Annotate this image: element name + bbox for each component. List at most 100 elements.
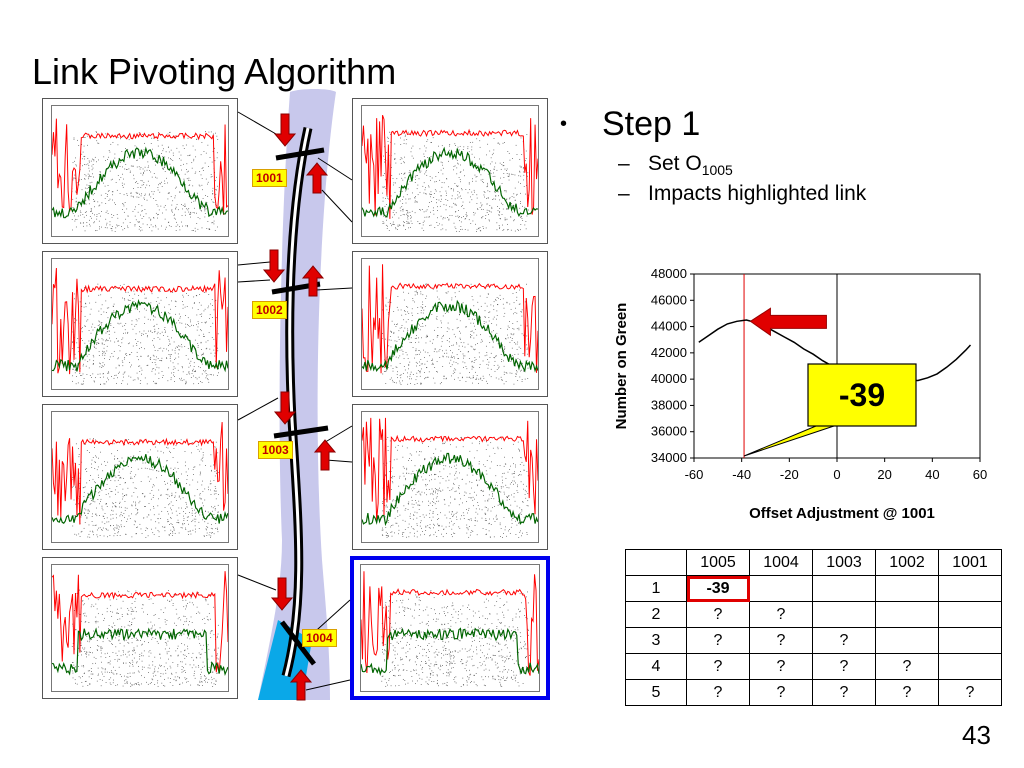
intersection-bar-1002: [271, 281, 321, 295]
table-cell: 5: [625, 679, 687, 706]
sub-bullet-impacts: – Impacts highlighted link: [618, 182, 867, 206]
arrow-up-icon: [301, 265, 325, 297]
y-tick-label: 34000: [651, 450, 687, 465]
bullet-step-text: Step 1: [602, 105, 701, 143]
table-cell: 3: [625, 627, 687, 654]
table-cell: ?: [686, 653, 750, 680]
table-cell: -39: [686, 575, 750, 602]
plot-thumbnail-1002-right: [352, 251, 548, 397]
y-tick-label: 46000: [651, 292, 687, 307]
arrow-down-icon: [262, 249, 286, 283]
callout-box: [807, 363, 917, 427]
plot-graphic: [362, 264, 538, 385]
table-cell: [749, 575, 813, 602]
chart-svg: 34000 36000 38000 40000 42000 44000 46000 48000…: [613, 266, 987, 522]
red-arrows: [262, 113, 337, 701]
table-cell: 2: [625, 601, 687, 628]
x-tick-label: -40: [732, 467, 751, 482]
plot-graphic: [361, 571, 539, 687]
plot-graphic: [52, 267, 228, 385]
table-header-cell: 1003: [812, 549, 876, 576]
table-header-cell: 1002: [875, 549, 939, 576]
road-line-inner: [284, 127, 310, 677]
table-cell: ?: [686, 601, 750, 628]
table-cell: ?: [749, 627, 813, 654]
plot-thumbnail-1003-left: [42, 404, 238, 550]
bullet-step: • Step 1: [560, 105, 866, 144]
table-cell: ?: [812, 653, 876, 680]
plot-thumbnail-1002-left: [42, 251, 238, 397]
table-header-cell: 1001: [938, 549, 1002, 576]
table-row: 2??: [625, 601, 1002, 628]
callout-value: -39: [838, 376, 886, 413]
road-line: [281, 127, 313, 678]
sub-bullet-text: Set O: [648, 152, 702, 175]
callout-lines: [237, 111, 353, 691]
table-cell: [875, 575, 939, 602]
bullet-dot-icon: •: [560, 113, 568, 135]
plot-graphic: [52, 118, 228, 232]
table-header-cell: 1004: [749, 549, 813, 576]
x-tick-label: -20: [780, 467, 799, 482]
slide-title: Link Pivoting Algorithm: [32, 51, 397, 92]
intersection-label-1004: 1004: [302, 629, 337, 647]
table-row: 3???: [625, 627, 1002, 654]
bullet-list: • Step 1 – Set O1005 – Impacts highlighted …: [560, 105, 866, 206]
plot-graphic: [362, 417, 538, 538]
table-cell: [938, 627, 1002, 654]
x-tick-label: -60: [685, 467, 704, 482]
y-tick-label: 44000: [651, 319, 687, 334]
table-cell: ?: [686, 627, 750, 654]
table-cell: 4: [625, 653, 687, 680]
plot-graphic: [52, 422, 228, 538]
y-tick-label: 36000: [651, 424, 687, 439]
table-cell: ?: [875, 679, 939, 706]
intersection-label-1003: 1003: [258, 441, 293, 459]
offset-chart: 34000 36000 38000 40000 42000 44000 46000 48000…: [600, 262, 1000, 532]
plot-thumbnail-1004-left: [42, 557, 238, 699]
sub-bullet-set-offset: – Set O1005: [618, 152, 733, 179]
plot-graphic: [52, 571, 228, 687]
table-cell: [812, 575, 876, 602]
table-cell: ?: [875, 653, 939, 680]
sub-bullet-subscript: 1005: [701, 162, 733, 179]
table-cell: ?: [749, 653, 813, 680]
arrow-down-icon: [273, 391, 297, 425]
plot-thumbnail-1001-left: [42, 98, 238, 244]
y-tick-label: 48000: [651, 266, 687, 281]
table-cell: [938, 575, 1002, 602]
arrow-up-icon: [289, 669, 313, 701]
table-cell: ?: [749, 601, 813, 628]
plot-thumbnail-1004-right-highlighted: [350, 556, 550, 700]
plot-thumbnail-1001-right: [352, 98, 548, 244]
page-number: 43: [962, 720, 991, 750]
table-header-row: 1005 1004 1003 1002 1001: [625, 549, 1002, 576]
arrow-down-icon: [273, 113, 297, 147]
x-tick-label: 60: [973, 467, 987, 482]
table-cell: [812, 601, 876, 628]
intersection-label-1001: 1001: [252, 169, 287, 187]
table-header-cell: 1005: [686, 549, 750, 576]
sub-bullet-text: Impacts highlighted link: [648, 182, 867, 206]
arrow-up-icon: [313, 439, 337, 471]
intersection-bar-1003: [273, 425, 329, 439]
arrow-down-icon: [270, 577, 294, 611]
arrow-up-icon: [305, 162, 329, 194]
table-row: 4????: [625, 653, 1002, 680]
table-cell: 1: [625, 575, 687, 602]
intersection-bar-1001: [275, 147, 325, 161]
table-cell: [875, 627, 939, 654]
table-cell: [875, 601, 939, 628]
plot-graphic: [362, 114, 538, 232]
table-header-cell: [625, 549, 687, 576]
table-cell: [938, 653, 1002, 680]
table-cell: ?: [812, 627, 876, 654]
intersection-label-1002: 1002: [252, 301, 287, 319]
table-cell: ?: [938, 679, 1002, 706]
x-tick-label: 0: [833, 467, 840, 482]
table-cell: ?: [812, 679, 876, 706]
offset-table: 1005 1004 1003 1002 1001 1 -39 2?? 3??? 4???? 5???…: [625, 549, 1002, 706]
table-row: 5?????: [625, 679, 1002, 706]
y-tick-label: 40000: [651, 371, 687, 386]
x-axis-label: Offset Adjustment @ 1001: [749, 505, 935, 522]
